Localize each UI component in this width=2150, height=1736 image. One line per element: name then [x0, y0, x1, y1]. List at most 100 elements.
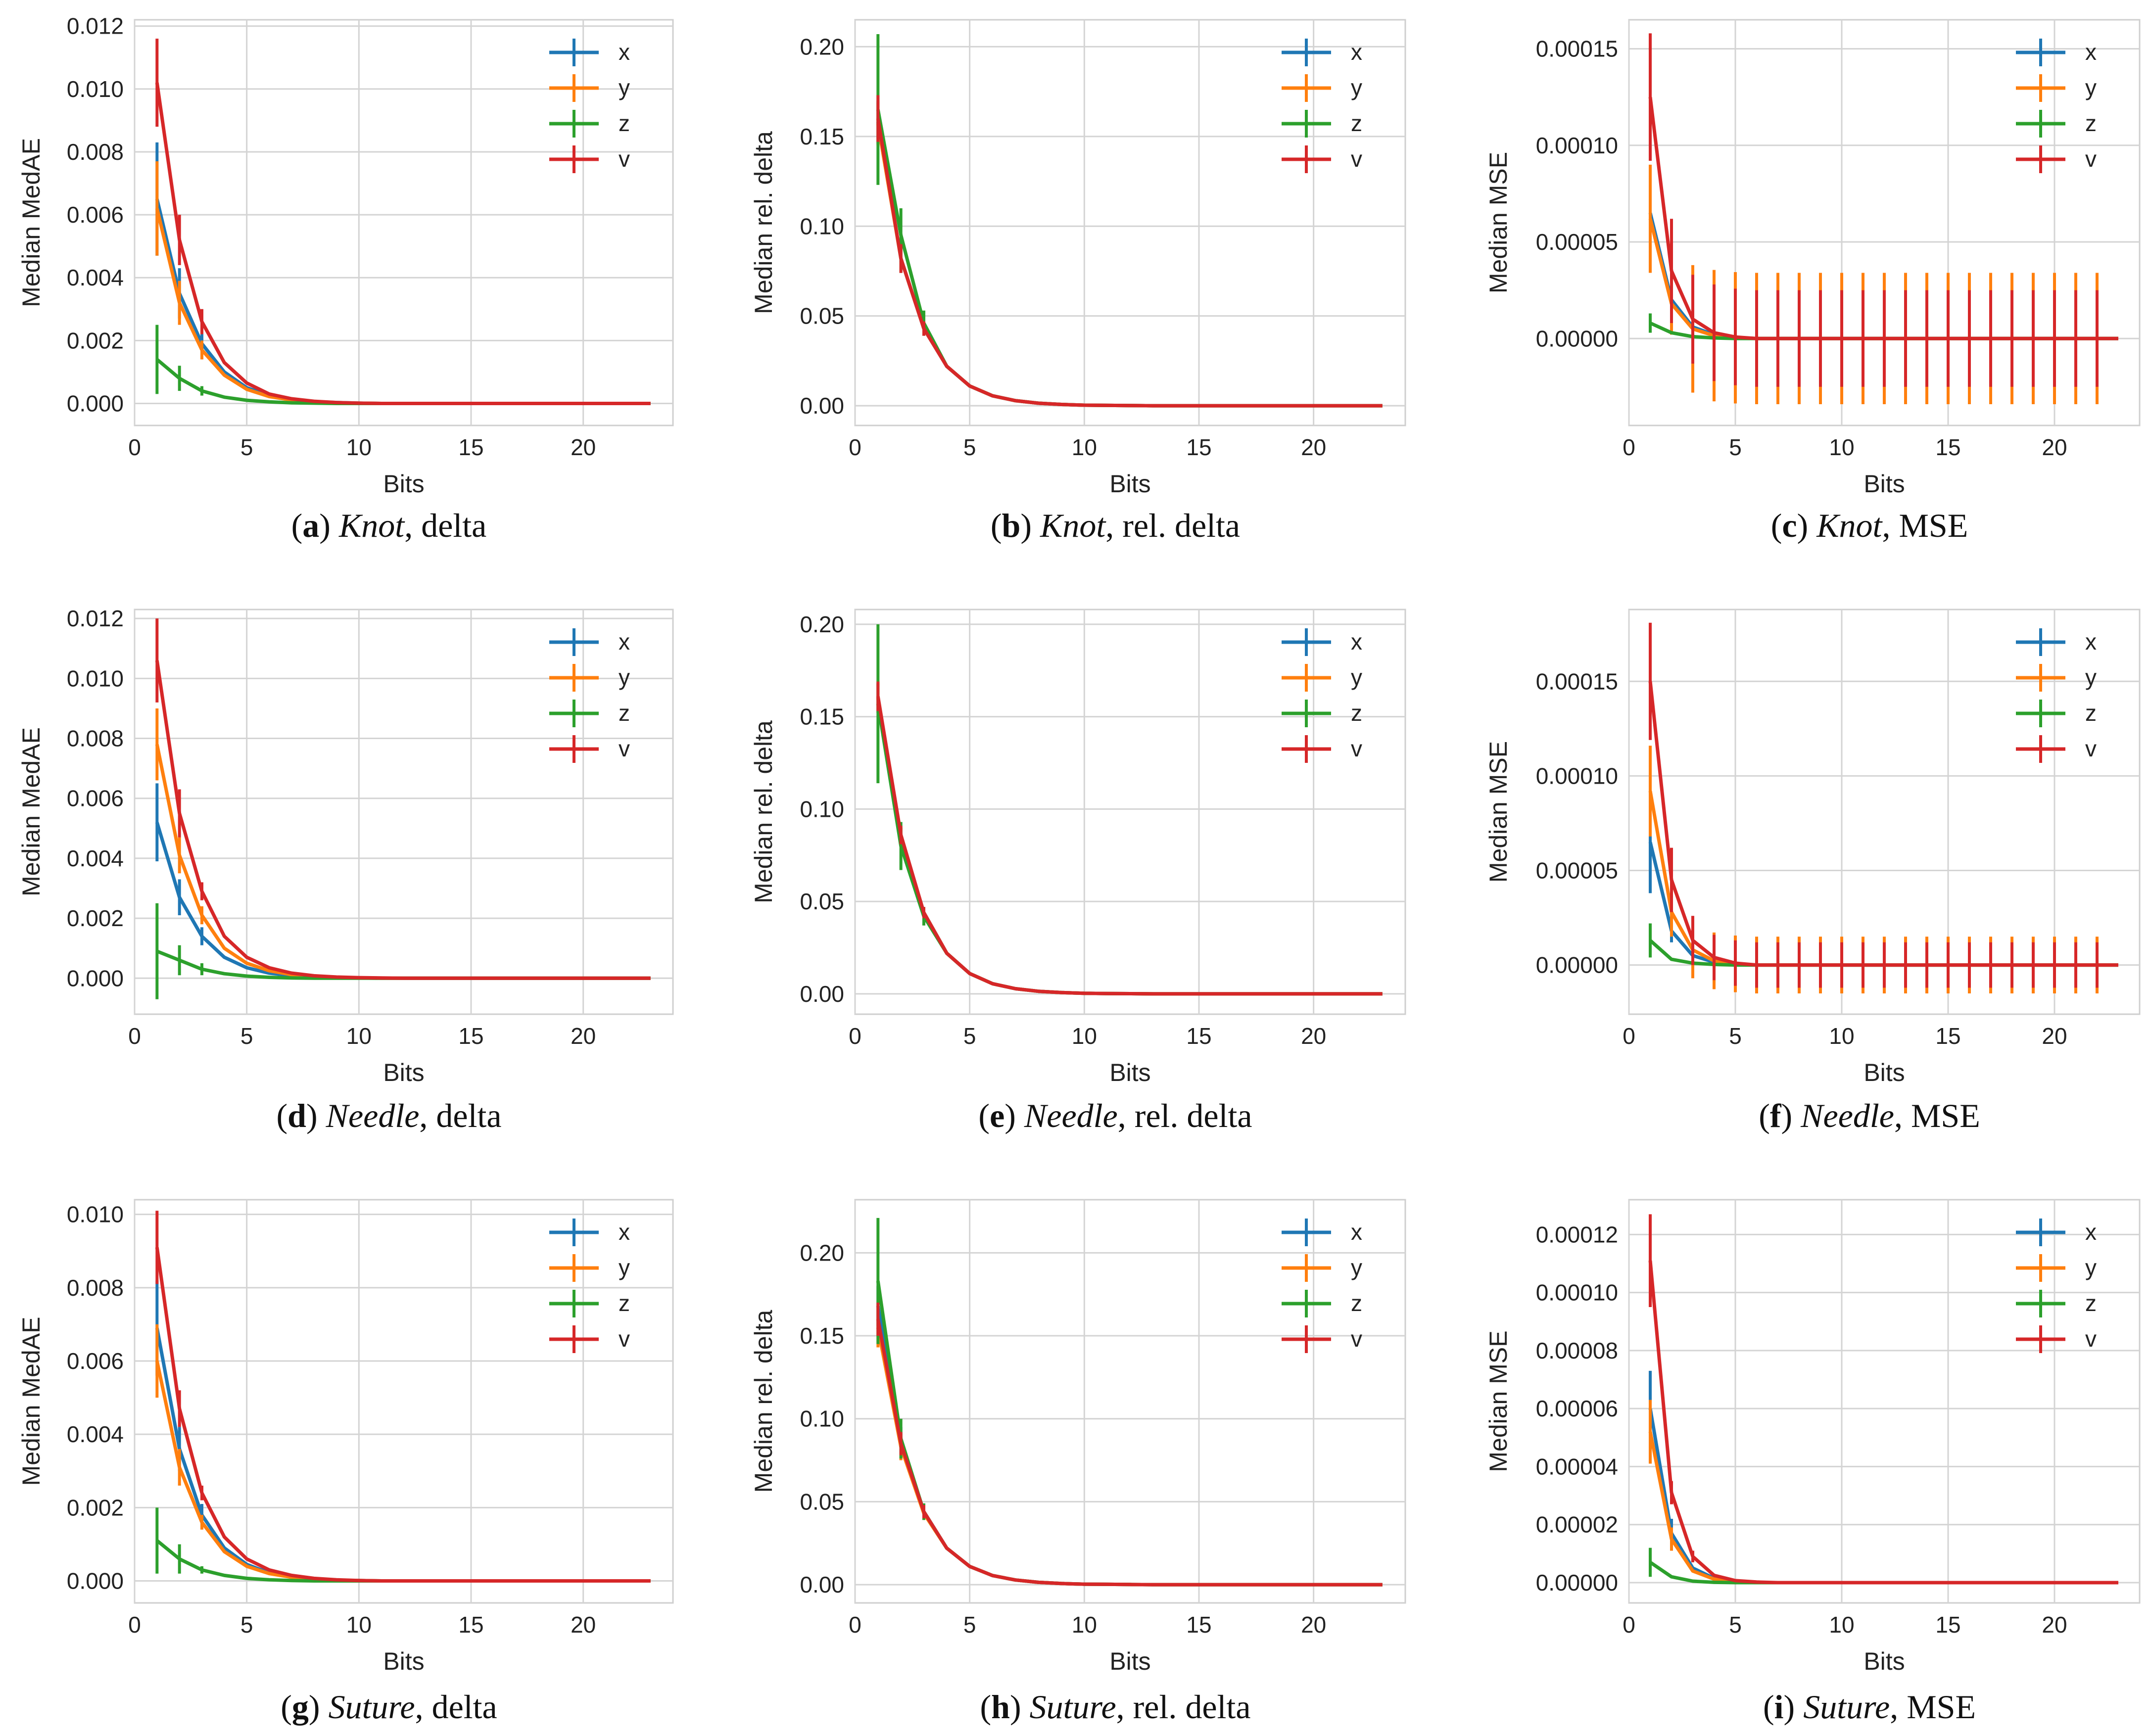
panel-c-x-tick-label: 0 [1623, 434, 1635, 460]
panel-d-legend-z-label: z [619, 700, 630, 726]
panel-i-caption-open: ( [1763, 1688, 1774, 1726]
panel-e-legend-x-label: x [1351, 629, 1362, 655]
panel-i-x-tick-label: 0 [1623, 1612, 1635, 1638]
panel-d-x-tick-label: 0 [128, 1023, 141, 1049]
panel-g-y-tick-label: 0.008 [67, 1275, 124, 1301]
panel-b-x-tick-label: 20 [1301, 434, 1326, 460]
panel-g-caption-letter: g [292, 1688, 309, 1726]
panel-d-x-tick-label: 10 [346, 1023, 372, 1049]
panel-h-chart: 0 5 10 15 20 0.00 0.05 0.10 0.15 0.20 Bits Median r… [750, 1199, 1406, 1726]
panel-a-legend-v-label: v [619, 146, 630, 172]
panel-i-y-tick-label: 0.00006 [1536, 1396, 1618, 1421]
panel-f-caption-open: ( [1759, 1097, 1770, 1134]
panel-d-y-tick-label: 0.010 [67, 665, 124, 691]
panel-f-caption-name: Needle [1800, 1097, 1894, 1134]
panel-d-chart: 0 5 10 15 20 0.000 0.002 0.004 0.006 0.008 0.010 0.… [17, 606, 674, 1134]
panel-e-caption-metric: , rel. delta [1118, 1097, 1252, 1134]
panel-c-legend-y-label: y [2085, 75, 2097, 100]
panel-e-plot-area [854, 609, 1406, 1015]
panel-a-y-axis-label: Median MedAE [17, 138, 45, 307]
panel-g-x-tick-label: 15 [458, 1612, 483, 1638]
panel-g-y-tick-label: 0.002 [67, 1495, 124, 1520]
panel-d-x-tick-label: 5 [240, 1023, 253, 1049]
panel-f-caption: (f) Needle, MSE [1759, 1097, 1980, 1134]
panel-h-series-v-line [876, 1318, 1383, 1587]
panel-i-legend-y-label: y [2085, 1255, 2097, 1280]
panel-f-y-tick-label: 0.00010 [1536, 763, 1618, 789]
panel-i-series-v-line [1648, 1260, 2118, 1585]
panel-e-caption-letter: e [990, 1097, 1004, 1134]
panel-a-caption-metric: , delta [404, 507, 486, 544]
panel-i-y-tick-label: 0.00008 [1536, 1338, 1618, 1363]
panel-i-y-tick-label: 0.00000 [1536, 1570, 1618, 1595]
panel-i-plot-area [1628, 1199, 2141, 1604]
panel-a-x-tick-label: 5 [240, 434, 253, 460]
panel-b-x-tick-label: 10 [1072, 434, 1097, 460]
panel-c-legend-x-label: x [2085, 39, 2097, 65]
panel-b-legend-z-label: z [1351, 110, 1362, 136]
panel-h-caption-open: ( [980, 1688, 991, 1726]
panel-g-legend-x-label: x [619, 1219, 630, 1245]
panel-a-x-tick-label: 0 [128, 434, 141, 460]
panel-f-caption-letter: f [1770, 1097, 1782, 1134]
panel-f-y-tick-label: 0.00000 [1536, 952, 1618, 978]
panel-f-caption-close: ) [1781, 1097, 1801, 1134]
panel-h-x-tick-label: 0 [849, 1612, 861, 1638]
panel-e-x-tick-label: 15 [1186, 1023, 1211, 1049]
panel-g-x-tick-label: 5 [240, 1612, 253, 1638]
panel-h-y-tick-label: 0.10 [800, 1406, 844, 1432]
panel-h-x-tick-label: 5 [963, 1612, 976, 1638]
panel-f-legend-y-label: y [2085, 664, 2097, 690]
panel-e-y-axis-label: Median rel. delta [750, 720, 777, 903]
panel-a-y-tick-label: 0.002 [67, 328, 124, 353]
panel-g-x-axis-label: Bits [383, 1647, 424, 1675]
panel-h-plot-area [854, 1199, 1406, 1604]
panel-i-chart: 0 5 10 15 20 0.00000 0.00002 0.00004 0.00006 0.00… [1484, 1199, 2141, 1726]
panel-e-caption: (e) Needle, rel. delta [978, 1097, 1252, 1134]
panel-d-caption-close: ) [306, 1097, 326, 1134]
panel-b-y-tick-label: 0.05 [800, 303, 844, 329]
panel-d-y-tick-label: 0.000 [67, 965, 124, 991]
panel-c-chart: 0 5 10 15 20 0.00000 0.00005 0.00010 0.00015 Bits… [1484, 19, 2141, 544]
panel-h-x-tick-label: 10 [1072, 1612, 1097, 1638]
panel-c-caption-close: ) [1797, 507, 1817, 544]
panel-f-chart: 0 5 10 15 20 0.00000 0.00005 0.00010 0.00015 Bits… [1484, 609, 2141, 1134]
panel-b-legend-y-label: y [1351, 75, 1362, 100]
panel-h-caption: (h) Suture, rel. delta [980, 1688, 1250, 1726]
panel-e-y-tick-label: 0.15 [800, 704, 844, 730]
panel-g-caption-metric: , delta [415, 1688, 497, 1726]
panel-a-y-tick-label: 0.000 [67, 391, 124, 417]
panel-e-legend-y-label: y [1351, 664, 1362, 690]
panel-g-y-tick-label: 0.010 [67, 1202, 124, 1227]
panel-c-x-tick-label: 10 [1829, 434, 1854, 460]
panel-c-x-tick-label: 20 [2042, 434, 2067, 460]
panel-g-chart: 0 5 10 15 20 0.000 0.002 0.004 0.006 0.008 0.010 Bi… [17, 1199, 674, 1726]
panel-d-x-axis-label: Bits [383, 1059, 424, 1086]
panel-f-y-axis-label: Median MSE [1484, 741, 1512, 883]
panel-h-x-tick-label: 15 [1186, 1612, 1211, 1638]
panel-i-y-tick-label: 0.00004 [1536, 1454, 1618, 1479]
panel-a-legend-z-label: z [619, 110, 630, 136]
panel-h-y-tick-label: 0.15 [800, 1323, 844, 1349]
panel-g-series-v-line [155, 1247, 651, 1583]
panel-g-y-tick-label: 0.004 [67, 1421, 124, 1447]
panel-i-legend-v-label: v [2085, 1326, 2097, 1352]
panel-h-caption-letter: h [991, 1688, 1010, 1726]
panel-b-y-axis-label: Median rel. delta [750, 131, 777, 314]
panel-b-legend-v-label: v [1351, 146, 1362, 172]
panel-d-caption-letter: d [287, 1097, 306, 1134]
panel-a-y-tick-label: 0.008 [67, 139, 124, 165]
panel-d-y-tick-label: 0.004 [67, 845, 124, 871]
panel-i-caption: (i) Suture, MSE [1763, 1688, 1976, 1726]
panel-a-caption: (a) Knot, delta [291, 507, 487, 544]
panel-b-y-tick-label: 0.20 [800, 34, 844, 59]
panel-e-x-tick-label: 10 [1072, 1023, 1097, 1049]
panel-e-y-tick-label: 0.10 [800, 796, 844, 822]
panel-i-x-tick-label: 15 [1935, 1612, 1960, 1638]
panel-d-y-axis-label: Median MedAE [17, 727, 45, 896]
panel-i-x-tick-label: 10 [1829, 1612, 1854, 1638]
panel-c-legend-z-label: z [2085, 110, 2097, 136]
panel-f-y-tick-label: 0.00005 [1536, 857, 1618, 883]
